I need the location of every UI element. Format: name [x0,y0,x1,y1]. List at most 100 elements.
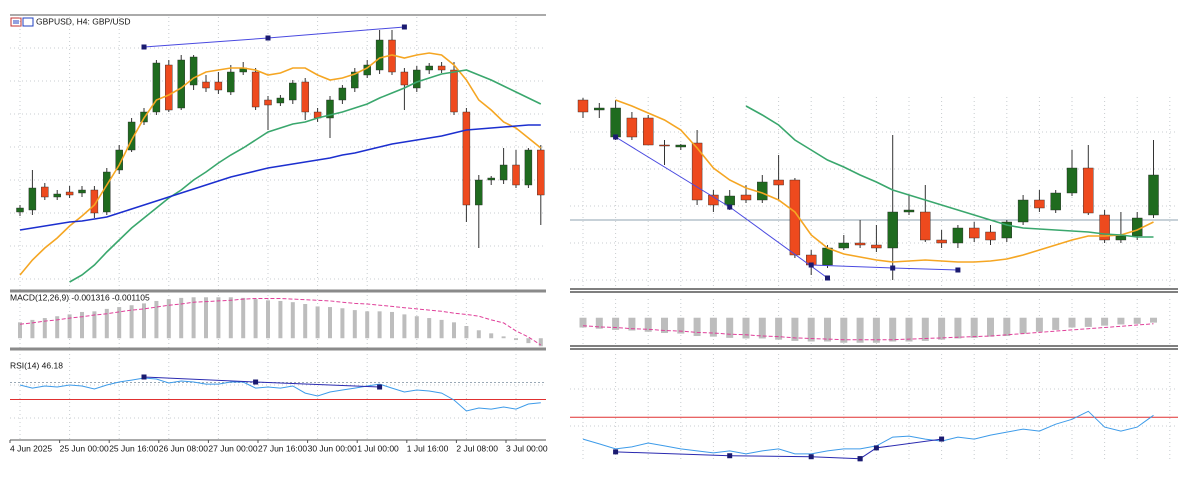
candle-body [675,144,686,148]
macd-bar [709,317,717,337]
macd-bar [278,300,283,339]
trendline-anchor [890,265,896,271]
moving-average [745,105,1154,238]
candle-body [462,111,471,206]
macd-bar [1117,317,1125,325]
candle-body [400,71,409,86]
trendline-anchor [613,449,619,455]
macd-bar [526,338,531,344]
trendline-anchor [808,454,814,460]
trendline-anchor [873,445,879,451]
macd-bar [758,317,766,339]
macd-bar [166,299,171,339]
candle-body [251,71,260,108]
trendline-anchor [727,204,733,210]
moving-average [69,69,542,283]
macd-bar [742,317,750,339]
macd-bar [1052,317,1060,330]
candle-body [1017,199,1029,223]
trendline-anchor [377,384,383,390]
rsi-line [19,377,541,412]
macd-bar [365,311,370,339]
candle-body [985,231,996,241]
macd-bar [154,300,159,339]
candle-body [1148,174,1159,216]
candle-body [65,191,74,196]
macd-bar [55,316,60,339]
trendline-anchor [265,35,271,41]
macd-bar [402,314,407,339]
macd-bar [1133,317,1141,324]
x-tick-label: 4 Jun 2025 [10,443,52,453]
candle-body [375,39,384,71]
candle-body [437,65,446,71]
candle-body [871,244,882,249]
candle-body [289,82,297,101]
candle-body [659,144,670,147]
candle-body [1115,235,1127,241]
candle-body [1099,214,1110,241]
macd-bar [970,317,978,338]
macd-bar [824,317,831,342]
macd-bar [856,317,864,343]
candle-body [854,242,866,246]
candle-body [773,179,784,186]
macd-bar [464,326,469,339]
trendline-anchor [253,379,259,385]
candle-body [1034,199,1045,209]
candle-body [838,242,849,249]
macd-bar [290,302,295,339]
macd-bar [1101,317,1109,326]
x-tick-label: 25 Jun 16:00 [109,443,158,453]
trendline [143,376,380,388]
macd-bar [1068,317,1076,328]
macd-bar [872,317,880,343]
candle-body [1066,167,1078,194]
candle-body [16,207,24,213]
candle-body [822,247,833,266]
macd-bar [921,317,929,341]
macd-bar [80,311,84,339]
x-tick-label: 27 Jun 16:00 [258,443,307,453]
x-tick-label: 1 Jul 00:00 [357,443,399,453]
macd-bar [501,336,506,339]
candle-body [643,117,654,146]
trendline-anchor [727,453,733,459]
macd-bar [414,316,419,339]
candle-body [610,107,621,138]
macd-bar [67,314,72,339]
moving-average [615,99,1154,263]
candle-body [127,121,136,151]
macd-bar [538,338,543,347]
trendline-anchor [857,456,863,462]
macd-signal [582,323,1154,341]
macd-bar [489,333,494,339]
candle-body [740,194,752,201]
candle-body [594,107,605,111]
macd-bar [92,311,97,339]
macd-bar [905,317,913,342]
macd-bar [42,318,47,339]
macd-bar [693,317,701,337]
candle-body [326,99,334,119]
macd-bar [104,308,109,339]
x-tick-label: 30 Jun 00:00 [308,443,357,453]
macd-bar [1019,317,1027,334]
symbol-icon [10,17,34,27]
macd-bar [204,297,208,339]
candle-body [475,179,483,206]
macd-bar [241,297,246,339]
macd-bar [30,319,35,339]
macd-label: MACD(12,26,9) -0.001316 -0.001105 [10,292,150,302]
candle-body [936,239,947,244]
candle-body [487,177,495,181]
x-tick-label: 27 Jun 00:00 [208,443,257,453]
macd-bar [352,310,357,339]
candle-body [165,64,173,111]
macd-bar [840,317,848,343]
macd-bar [390,311,394,339]
macd-bar [595,317,603,329]
candle-body [1131,217,1143,237]
candle-body [264,99,272,106]
macd-bar [1150,317,1157,323]
